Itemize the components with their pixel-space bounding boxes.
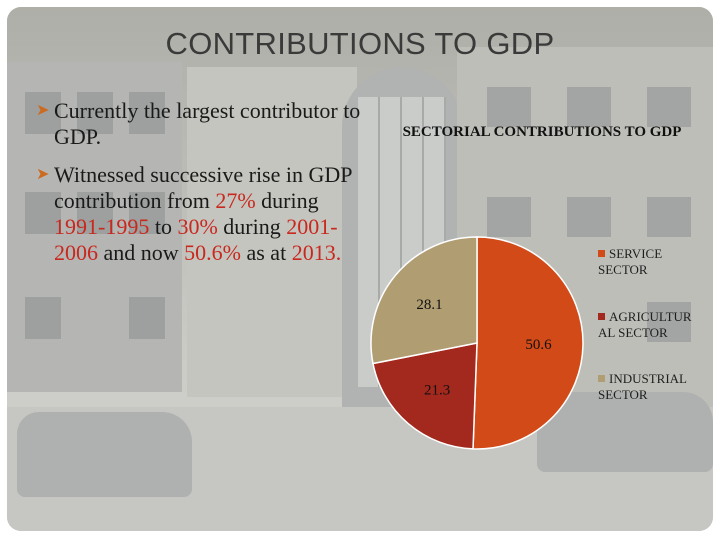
legend-label: SERVICE [609, 246, 663, 261]
pie-value-label: 50.6 [525, 337, 552, 353]
text-run: to [149, 214, 178, 239]
arrow-bullet-icon: ➤ [36, 166, 50, 183]
highlight-text: 27% [215, 188, 256, 213]
slide-title: CONTRIBUTIONS TO GDP [165, 26, 555, 61]
bullet-list: ➤ Currently the largest contributor to G… [36, 98, 366, 278]
pie-value-label: 21.3 [424, 383, 450, 399]
highlight-text: 30% [177, 214, 218, 239]
highlight-text: 50.6% [184, 240, 241, 265]
highlight-text: 2001-2006 [54, 214, 338, 265]
text-run: as at [240, 240, 292, 265]
car-left [17, 412, 192, 497]
legend-label: SECTOR [598, 387, 648, 402]
legend-swatch [598, 313, 605, 320]
building-middle [187, 67, 357, 397]
text-run: and now [98, 240, 185, 265]
arrow-bullet-icon: ➤ [36, 102, 50, 119]
chart-title: SECTORIAL CONTRIBUTIONS TO GDP [402, 124, 682, 140]
text-run: Witnessed successive rise in GDP contrib… [54, 162, 352, 213]
text-run: during [255, 188, 319, 213]
legend-label: AL SECTOR [598, 325, 668, 340]
highlight-text: 2013. [291, 240, 342, 265]
bullet-text: Currently the largest contributor to GDP… [54, 98, 361, 149]
legend-item-service: SERVICE SECTOR [598, 246, 662, 278]
legend-item-industrial: INDUSTRIAL SECTOR [598, 371, 687, 403]
car-right [537, 392, 713, 472]
bullet-item: ➤ Currently the largest contributor to G… [36, 98, 366, 150]
pie-slice-service [472, 236, 584, 450]
pie-value-label: 28.1 [416, 297, 442, 313]
legend-label: AGRICULTUR [609, 309, 692, 324]
legend-swatch [598, 375, 605, 382]
pie-slice-industrial [370, 236, 478, 365]
legend-label: SECTOR [598, 262, 648, 277]
bullet-item: ➤ Witnessed successive rise in GDP contr… [36, 162, 366, 266]
legend-label: INDUSTRIAL [609, 371, 687, 386]
legend-swatch [598, 250, 605, 257]
text-run: during [217, 214, 287, 239]
building-left [7, 62, 182, 392]
highlight-text: 1991-1995 [54, 214, 150, 239]
legend-item-agricultural: AGRICULTUR AL SECTOR [598, 309, 692, 341]
bullet-text-rich: Witnessed successive rise in GDP contrib… [54, 162, 352, 265]
pie-slice-agricultural [372, 342, 478, 450]
